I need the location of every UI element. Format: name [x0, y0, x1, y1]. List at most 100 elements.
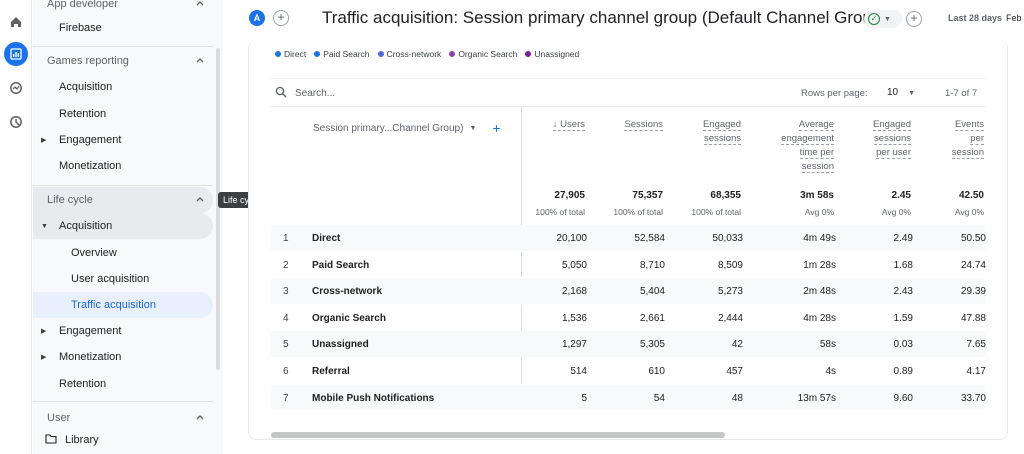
- sidebar-item-games-monetization[interactable]: Monetization: [33, 153, 213, 179]
- add-comparison-button[interactable]: +: [273, 10, 289, 26]
- metric-column-header[interactable]: Engaged sessions: [702, 118, 741, 146]
- table-cell: 50,033: [712, 233, 743, 244]
- section-games-reporting[interactable]: Games reporting: [33, 48, 213, 74]
- home-icon[interactable]: [4, 10, 28, 34]
- rows-per-page-value: 10: [887, 87, 899, 98]
- metric-header-label: sessions: [874, 133, 911, 145]
- legend-item[interactable]: Direct: [275, 49, 306, 59]
- table-row[interactable]: 4 Organic Search 1,536 2,661 2,444 4m 28s 1.59…: [271, 305, 986, 332]
- table-cell: 58s: [819, 339, 836, 351]
- metric-header-label: engagement: [781, 133, 834, 145]
- legend-dot-icon: [377, 51, 384, 57]
- table-cell: 8,710: [639, 259, 665, 271]
- table-row[interactable]: 5 Unassigned 1,297 5,305 42 58s 0.03 7.65: [271, 331, 986, 358]
- sidebar-item-games-retention[interactable]: Retention: [33, 101, 213, 127]
- horizontal-scrollbar[interactable]: [271, 432, 725, 438]
- report-status-button[interactable]: ✓ ▼: [864, 10, 902, 28]
- table-row[interactable]: 2 Paid Search 5,050 8,710 8,509 1m 28s 1.68 24.…: [271, 252, 986, 279]
- metric-total-sub: 100% of total: [613, 207, 663, 217]
- chevron-up-icon: [195, 412, 205, 425]
- table-cell: 4m 49s: [803, 233, 836, 244]
- add-button[interactable]: +: [906, 11, 922, 27]
- row-index: 3: [283, 286, 289, 298]
- legend-item[interactable]: Unassigned: [525, 49, 579, 59]
- dimension-header-label: Session primary...Channel Group): [313, 122, 464, 134]
- table-cell: 24.74: [960, 259, 986, 271]
- sidebar-item-user-acquisition[interactable]: User acquisition: [33, 266, 213, 292]
- legend-dot-icon: [275, 51, 281, 57]
- row-index: 1: [283, 233, 289, 244]
- metric-header-label: Average: [798, 119, 834, 131]
- legend-label: Cross-network: [386, 49, 442, 59]
- sidebar-item-overview[interactable]: Overview: [33, 240, 213, 266]
- add-dimension-button[interactable]: +: [492, 120, 501, 136]
- table-cell: 13m 57s: [797, 392, 836, 404]
- dropdown-arrow-icon: ▼: [469, 124, 477, 132]
- date-range-label[interactable]: Last 28 days: [948, 13, 1003, 23]
- date-range-value[interactable]: Feb: [1006, 13, 1022, 23]
- sidebar-item-lc-monetization[interactable]: ▶ Monetization: [33, 344, 213, 370]
- legend-item[interactable]: Cross-network: [377, 49, 442, 59]
- table-cell: 0.89: [893, 366, 913, 377]
- row-dimension-value: Paid Search: [312, 259, 370, 271]
- legend-dot-icon: [525, 51, 532, 57]
- item-label: Retention: [59, 378, 107, 390]
- metric-column-header[interactable]: Sessions: [624, 118, 663, 132]
- table-cell: 1,297: [561, 339, 587, 351]
- table-cell: 1.68: [893, 259, 913, 271]
- sidebar-item-firebase[interactable]: Firebase: [33, 15, 213, 41]
- metric-header-label: session: [801, 161, 834, 173]
- sidebar-item-lc-retention[interactable]: Retention: [33, 371, 213, 397]
- item-label: Monetization: [59, 351, 122, 363]
- table-cell: 7.65: [966, 339, 986, 351]
- legend-dot-icon: [449, 51, 456, 57]
- table-row[interactable]: 6 Referral 514 610 457 4s 0.89 4.17: [271, 358, 986, 385]
- table-cell: 1,536: [561, 312, 587, 324]
- dimension-column-header[interactable]: Session primary...Channel Group) ▼ +: [313, 120, 501, 136]
- explore-icon[interactable]: [4, 76, 28, 100]
- row-dimension-value: Cross-network: [312, 286, 383, 298]
- table-cell: 20,100: [556, 233, 587, 244]
- row-index: 6: [283, 366, 289, 377]
- search-input[interactable]: Search...: [295, 88, 336, 99]
- table-row[interactable]: 7 Mobile Push Notifications 5 54 48 13m 57s 9.…: [271, 384, 986, 412]
- reports-icon[interactable]: [4, 42, 28, 66]
- sidebar-item-games-acquisition[interactable]: Acquisition: [33, 74, 213, 100]
- legend-label: Direct: [284, 49, 307, 59]
- comparison-avatar[interactable]: A: [249, 10, 265, 26]
- table-cell: 33.70: [960, 392, 986, 404]
- sidebar-item-games-engagement[interactable]: ▶ Engagement: [33, 127, 213, 153]
- section-app-developer[interactable]: App developer: [33, 0, 213, 17]
- table-cell: 4s: [825, 366, 836, 377]
- table-cell: 4.17: [966, 366, 986, 377]
- section-life-cycle[interactable]: Life cycle: [33, 187, 213, 213]
- metric-column-header[interactable]: Engaged sessions per user: [872, 118, 911, 160]
- table-row[interactable]: 1 Direct 20,100 52,584 50,033 4m 49s 2.49 50.50: [271, 225, 986, 252]
- legend-item[interactable]: Paid Search: [314, 49, 370, 59]
- metric-total-sub: Avg 0%: [804, 207, 834, 217]
- metric-column-header[interactable]: Average engagement time per session: [781, 118, 834, 174]
- item-label: Engagement: [59, 325, 122, 337]
- sidebar-item-lc-engagement[interactable]: ▶ Engagement: [33, 318, 213, 344]
- chart-legend: Direct Paid Search Cross-network Organic Se…: [275, 49, 579, 59]
- table-cell: 29.39: [960, 286, 986, 298]
- legend-item[interactable]: Organic Search: [449, 49, 517, 59]
- metric-column-header[interactable]: ↓ Users: [552, 118, 585, 132]
- sidebar-item-lc-acquisition[interactable]: ▼ Acquisition: [33, 213, 213, 239]
- item-label: Acquisition: [59, 81, 113, 93]
- table-row[interactable]: 3 Cross-network 2,168 5,404 5,273 2m 48s 2.43 2…: [271, 278, 986, 305]
- row-index: 7: [283, 392, 289, 404]
- sidebar-item-library[interactable]: Library: [33, 427, 213, 453]
- metric-total-sub: 100% of total: [691, 207, 741, 217]
- advertising-icon[interactable]: [4, 110, 28, 134]
- table-cell: 2,661: [639, 312, 665, 324]
- legend-dot-icon: [314, 51, 321, 57]
- table-cell: 2m 48s: [803, 286, 836, 298]
- sidebar-item-traffic-acquisition[interactable]: Traffic acquisition: [33, 292, 213, 318]
- section-user[interactable]: User: [33, 405, 213, 431]
- nav-scrollbar[interactable]: [216, 48, 220, 370]
- rows-per-page-select[interactable]: 10 ▼: [887, 87, 915, 98]
- table-search[interactable]: Search...: [275, 86, 335, 101]
- row-index: 2: [283, 259, 289, 271]
- metric-column-header[interactable]: Events per session: [951, 118, 984, 160]
